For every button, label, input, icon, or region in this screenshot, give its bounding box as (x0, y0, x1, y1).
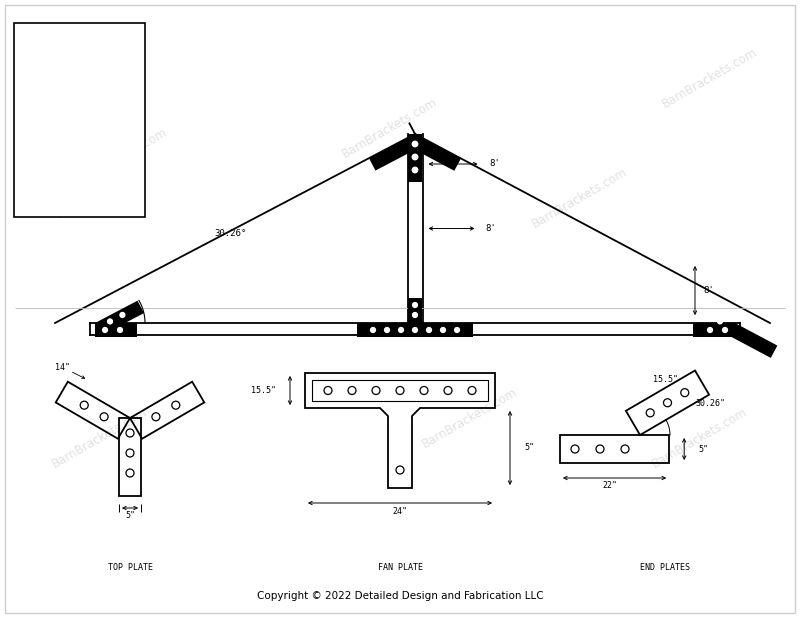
Text: BarnBrackets.com: BarnBrackets.com (420, 386, 520, 451)
Text: 36.87 DEG: 36.87 DEG (76, 151, 129, 161)
Circle shape (413, 328, 418, 332)
Text: BarnBrackets.com: BarnBrackets.com (660, 46, 760, 111)
Circle shape (412, 167, 418, 173)
Text: 26.57 DEG: 26.57 DEG (76, 98, 129, 108)
Text: 30.26°: 30.26° (214, 229, 246, 237)
Text: 9-12: 9-12 (26, 151, 49, 161)
Circle shape (718, 319, 722, 324)
Text: 14": 14" (54, 363, 70, 373)
Circle shape (722, 328, 727, 332)
Text: 5": 5" (524, 444, 534, 452)
Text: 11-12: 11-12 (22, 186, 52, 196)
Text: 30.26": 30.26" (695, 399, 725, 407)
Text: 30.26 DEG: 30.26 DEG (76, 116, 129, 125)
Text: 12-12: 12-12 (22, 203, 52, 213)
Text: BarnBrackets.com: BarnBrackets.com (50, 405, 150, 470)
Bar (14, 23, 145, 217)
Text: 7-12: 7-12 (26, 116, 49, 125)
Text: 42.51 DEG: 42.51 DEG (76, 186, 129, 196)
Text: 3-12: 3-12 (26, 46, 49, 56)
Text: 15.5": 15.5" (251, 386, 276, 395)
Polygon shape (693, 323, 735, 337)
Circle shape (705, 312, 710, 317)
Polygon shape (409, 134, 461, 171)
Circle shape (120, 313, 125, 318)
Circle shape (707, 328, 713, 332)
Text: 8-12: 8-12 (26, 133, 49, 143)
Polygon shape (95, 301, 144, 336)
Text: 22.62 DEG: 22.62 DEG (76, 81, 129, 91)
Text: FAN PLATE: FAN PLATE (378, 564, 422, 572)
Polygon shape (408, 298, 422, 323)
Polygon shape (357, 323, 473, 337)
Text: BarnBrackets.com: BarnBrackets.com (340, 95, 440, 161)
Circle shape (413, 302, 418, 308)
Text: BarnBrackets.com: BarnBrackets.com (70, 125, 170, 190)
Text: PITCH ANGLE: PITCH ANGLE (70, 27, 135, 38)
Text: 8': 8' (485, 224, 496, 233)
Text: END PLATES: END PLATES (640, 564, 690, 572)
Polygon shape (729, 323, 778, 358)
Text: 24": 24" (393, 507, 407, 515)
Circle shape (102, 328, 107, 332)
Text: 6-12: 6-12 (26, 98, 49, 108)
Circle shape (118, 328, 122, 332)
Text: 33.69 DEG: 33.69 DEG (76, 133, 129, 143)
Polygon shape (408, 134, 422, 182)
Polygon shape (95, 323, 137, 337)
Text: 22": 22" (602, 481, 618, 491)
Text: 5": 5" (125, 512, 135, 520)
Text: 8': 8' (704, 286, 714, 295)
Text: 10-12: 10-12 (22, 168, 52, 178)
Text: 15.5": 15.5" (653, 376, 678, 384)
Text: TOP PLATE: TOP PLATE (107, 564, 153, 572)
Circle shape (454, 328, 459, 332)
Text: 5-12: 5-12 (26, 81, 49, 91)
Text: 39.81 DEG: 39.81 DEG (76, 168, 129, 178)
Circle shape (412, 154, 418, 160)
Circle shape (370, 328, 375, 332)
Text: 4-12: 4-12 (26, 63, 49, 74)
Circle shape (412, 141, 418, 147)
Text: 8': 8' (489, 159, 500, 169)
Text: 45.00 DEG: 45.00 DEG (76, 203, 129, 213)
Text: 5": 5" (698, 444, 708, 454)
Polygon shape (369, 134, 422, 171)
Circle shape (385, 328, 390, 332)
Text: 14.04 DEG: 14.04 DEG (76, 46, 129, 56)
Circle shape (441, 328, 446, 332)
Circle shape (398, 328, 403, 332)
Circle shape (413, 313, 418, 318)
Text: 18.43 DEG: 18.43 DEG (76, 63, 129, 74)
Text: Copyright © 2022 Detailed Design and Fabrication LLC: Copyright © 2022 Detailed Design and Fab… (257, 591, 543, 601)
Text: PITCH: PITCH (22, 27, 52, 38)
Text: BarnBrackets.com: BarnBrackets.com (650, 405, 750, 470)
Circle shape (426, 328, 431, 332)
Text: BarnBrackets.com: BarnBrackets.com (530, 166, 630, 231)
Circle shape (107, 319, 113, 324)
